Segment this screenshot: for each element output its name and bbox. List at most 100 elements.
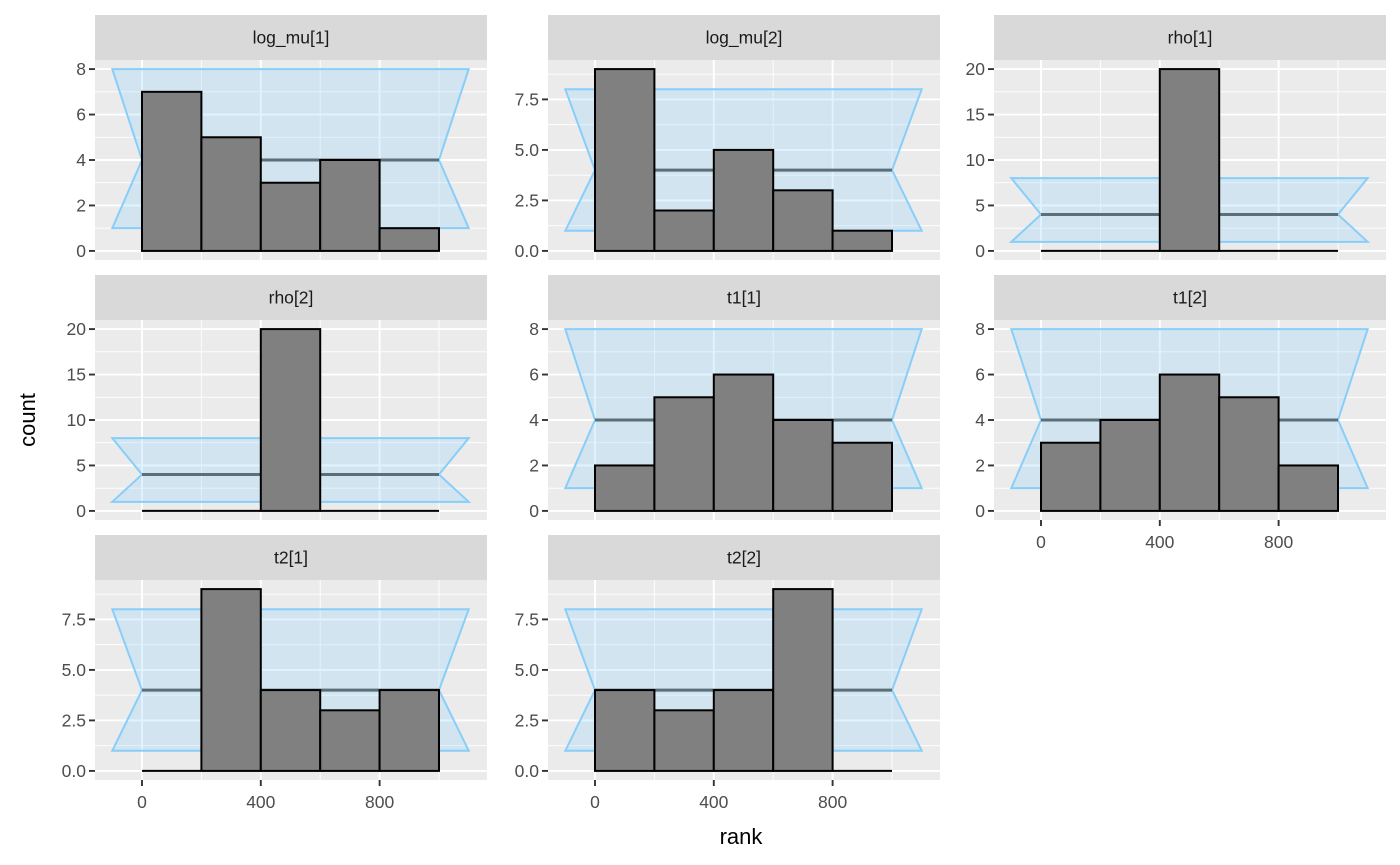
- y-tick-label: 10: [67, 410, 87, 430]
- histogram-bar: [259, 328, 322, 512]
- facet-title: t1[1]: [727, 288, 761, 308]
- y-tick-label: 2.5: [62, 710, 86, 730]
- histogram-bar: [1218, 396, 1280, 512]
- histogram-bar: [200, 136, 262, 252]
- y-tick-label: 2.5: [515, 190, 539, 210]
- facet-panel: t2[1] 0.0 2.5 5.0 7.5 0 400 800: [62, 535, 487, 812]
- histogram-bar: [378, 689, 441, 772]
- facet-title: rho[2]: [269, 288, 314, 308]
- facet-strip: [548, 275, 940, 320]
- facet-panel: rho[1] 0 5 10 15 20: [966, 15, 1386, 261]
- y-tick-label: 8: [529, 319, 539, 339]
- histogram-bar: [259, 689, 322, 772]
- y-tick-label: 2: [529, 455, 539, 475]
- y-tick-label: 5.0: [515, 660, 540, 680]
- y-tick-label: 4: [76, 150, 86, 170]
- facet-title: t2[2]: [727, 548, 761, 568]
- histogram-bar: [712, 148, 775, 252]
- y-tick-label: 8: [975, 319, 985, 339]
- y-tick-label: 0.0: [62, 761, 87, 781]
- facet-strip: [95, 535, 487, 580]
- facet-strip: [95, 275, 487, 320]
- x-tick-label: 800: [365, 792, 394, 812]
- histogram-bar: [772, 189, 834, 252]
- facet-title: t1[2]: [1173, 288, 1207, 308]
- y-tick-label: 20: [67, 319, 87, 339]
- facet-panel: t1[1] 0 2 4 6 8: [529, 275, 940, 521]
- histogram-bar: [319, 159, 381, 252]
- histogram-bar: [772, 588, 834, 772]
- y-tick-label: 0: [529, 501, 539, 521]
- histogram-bar: [259, 181, 322, 252]
- histogram-bar: [1277, 464, 1339, 512]
- y-tick-label: 0: [76, 241, 86, 261]
- y-tick-label: 2.5: [515, 710, 539, 730]
- y-tick-label: 0.0: [515, 241, 540, 261]
- histogram-bar: [1099, 419, 1161, 512]
- histogram-bar: [772, 419, 834, 512]
- y-axis-title: count: [15, 393, 40, 447]
- facet-title: t2[1]: [274, 548, 308, 568]
- y-tick-label: 6: [975, 365, 985, 385]
- y-tick-label: 4: [975, 410, 985, 430]
- y-tick-label: 5: [76, 455, 86, 475]
- facet-panel: log_mu[1] 0 2 4 6 8: [76, 15, 487, 261]
- x-tick-label: 800: [818, 792, 847, 812]
- y-tick-label: 5.0: [515, 140, 540, 160]
- facet-title: log_mu[2]: [706, 28, 783, 49]
- facet-title: rho[1]: [1168, 28, 1213, 48]
- y-tick-label: 0: [975, 501, 985, 521]
- y-tick-label: 4: [529, 410, 539, 430]
- histogram-bar: [594, 68, 656, 252]
- histogram-bar: [1158, 68, 1221, 252]
- y-tick-label: 5: [975, 195, 985, 215]
- facet-panel: t1[2] 0 2 4 6 8 0 400 800: [975, 275, 1386, 552]
- histogram-bar: [712, 373, 775, 512]
- histogram-bar: [653, 209, 715, 252]
- y-tick-label: 15: [67, 365, 86, 385]
- x-tick-label: 800: [1264, 532, 1293, 552]
- y-tick-label: 6: [76, 105, 86, 125]
- histogram-bar: [141, 90, 203, 252]
- x-tick-label: 0: [590, 792, 600, 812]
- facet-strip: [994, 275, 1386, 320]
- histogram-bar: [712, 689, 775, 772]
- facet-strip: [994, 15, 1386, 60]
- histogram-bar: [594, 464, 656, 512]
- facet-title: log_mu[1]: [253, 28, 330, 49]
- x-tick-label: 400: [699, 792, 728, 812]
- y-tick-label: 2: [76, 195, 86, 215]
- facet-strip: [95, 15, 487, 60]
- y-tick-label: 15: [966, 105, 985, 125]
- y-tick-label: 2: [975, 455, 985, 475]
- facet-panel: rho[2] 0 5 10 15 20: [67, 275, 487, 521]
- facet-panel: log_mu[2] 0.0 2.5 5.0 7.5: [515, 15, 940, 261]
- facet-panels: log_mu[1] 0 2 4 6 8 log_mu[2] 0.0 2.5 5.0 7.5 rho[1…: [62, 15, 1386, 812]
- y-tick-label: 7.5: [62, 609, 86, 629]
- y-tick-label: 20: [966, 59, 986, 79]
- y-tick-label: 0: [76, 501, 86, 521]
- y-tick-label: 5.0: [62, 660, 87, 680]
- y-tick-label: 7.5: [515, 609, 539, 629]
- x-tick-label: 0: [1036, 532, 1046, 552]
- facet-panel: t2[2] 0.0 2.5 5.0 7.5 0 400 800: [515, 535, 940, 812]
- histogram-bar: [1040, 441, 1102, 512]
- y-tick-label: 10: [966, 150, 986, 170]
- histogram-bar: [200, 588, 262, 772]
- histogram-bar: [594, 689, 656, 772]
- histogram-bar: [1158, 373, 1221, 512]
- histogram-bar: [831, 441, 893, 512]
- x-tick-label: 400: [246, 792, 275, 812]
- histogram-bar: [653, 396, 715, 512]
- x-tick-label: 400: [1145, 532, 1174, 552]
- histogram-bar: [319, 709, 381, 772]
- facet-strip: [548, 15, 940, 60]
- y-tick-label: 7.5: [515, 89, 539, 109]
- histogram-bar: [653, 709, 715, 772]
- facet-strip: [548, 535, 940, 580]
- histogram-bar: [378, 227, 441, 252]
- y-tick-label: 6: [529, 365, 539, 385]
- histogram-bar: [831, 229, 893, 252]
- x-tick-label: 0: [137, 792, 147, 812]
